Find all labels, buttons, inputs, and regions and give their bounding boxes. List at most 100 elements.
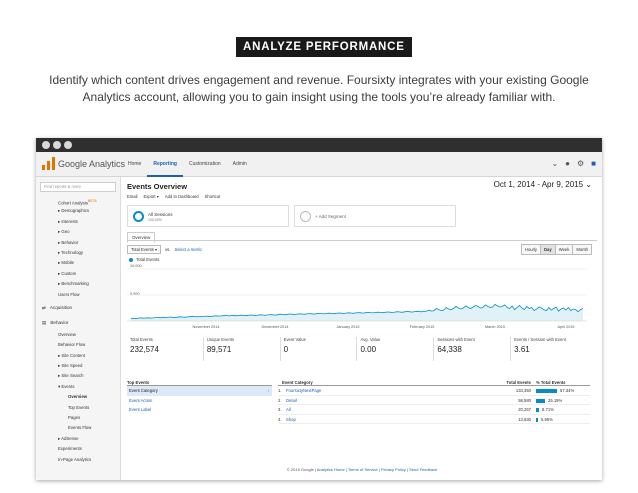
chevron-down-icon[interactable]: ⌄ (551, 159, 559, 168)
sidebar-item[interactable]: ▸ AdSense (36, 434, 120, 444)
footer-link-privacy[interactable]: Privacy Policy (380, 467, 406, 472)
nav-customization[interactable]: Customization (188, 161, 221, 167)
metric-select[interactable]: Total Events ▾ (127, 245, 162, 254)
table-row[interactable]: 4. Shop 13,830 5.95% (278, 415, 590, 424)
sidebar-item[interactable]: ▸ Geo (36, 227, 120, 237)
stat-unique-events[interactable]: Unique Events 89,571 (202, 337, 280, 361)
gear-icon[interactable]: ⚙ (576, 159, 585, 168)
nav-admin[interactable]: Admin (232, 161, 247, 167)
table-row[interactable]: 1. FoursixtyNextPage 133,350 57.34% (278, 386, 590, 396)
sidebar-item[interactable]: Overview (36, 392, 120, 402)
ga-logo[interactable]: Google Analytics (42, 157, 125, 170)
sidebar-item[interactable]: ▸ Site Speed (36, 361, 120, 371)
account-icon[interactable]: ■ (591, 159, 596, 168)
footer-link-analytics-home[interactable]: Analytics Home (316, 467, 345, 472)
sidebar-item[interactable]: In-Page Analytics (36, 455, 120, 465)
event-category-link[interactable]: All (286, 407, 291, 412)
sidebar-item-label: Behavior Flow (58, 342, 86, 348)
sidebar-item-label: ▸ Technology (58, 249, 84, 255)
row-number: 1. (278, 388, 282, 393)
granularity-toggle: Hourly Day Week Month (520, 244, 592, 255)
sidebar-item[interactable]: Behavior Flow (36, 340, 120, 350)
event-category-link[interactable]: Shop (286, 416, 296, 422)
stat-event-value[interactable]: Event Value 0 (279, 337, 357, 361)
sidebar-item[interactable]: Events Flow (36, 423, 120, 433)
add-segment-button[interactable]: + Add Segment (294, 205, 456, 227)
stat-label: Total Events (130, 337, 153, 342)
top-events-row-action[interactable]: Event Action (129, 397, 153, 403)
sidebar-item[interactable]: ▸ Interests (36, 217, 120, 227)
sidebar-section-label: Behavior (50, 319, 69, 325)
x-tick-label: April 2015 (557, 325, 575, 329)
report-search-input[interactable]: Find reports & more (40, 182, 116, 192)
stat-avg-value[interactable]: Avg. Value 0.00 (356, 337, 433, 361)
window-zoom-dot[interactable] (64, 141, 72, 149)
event-category-link[interactable]: FoursixtyNextPage (286, 388, 322, 393)
sidebar-item[interactable]: ▸ Behavior (36, 238, 120, 248)
logo-text: Google Analytics (58, 158, 126, 169)
date-range-picker[interactable]: Oct 1, 2014 - Apr 9, 2015 ⌄ (494, 180, 592, 189)
percent-bar (536, 408, 539, 412)
sidebar-item-behavior[interactable]: ▤ Behavior (36, 315, 120, 330)
sidebar-item[interactable]: Users Flow (36, 290, 120, 300)
percent-bar (536, 398, 545, 403)
sidebar-item[interactable]: ▾ Events (36, 382, 120, 392)
event-category-link[interactable]: Detail (286, 397, 297, 403)
event-table-header: Event Category Total Events % Total Even… (278, 379, 590, 386)
sidebar-item-acquisition[interactable]: ⇄ Acquisition (36, 300, 120, 315)
y-tick-label: 10,000 (130, 264, 142, 268)
sidebar-item[interactable]: ▸ Mobile (36, 258, 120, 268)
metric-selector-row: Total Events ▾ vs. Select a metric (127, 245, 202, 254)
granularity-week[interactable]: Week (554, 244, 574, 255)
sidebar-item-label: Experiments (58, 446, 82, 452)
events-line-chart[interactable] (127, 267, 587, 323)
top-events-row-category[interactable]: Event Category › (127, 386, 272, 396)
sidebar-item[interactable]: ▸ Custom (36, 269, 120, 279)
window-close-dot[interactable] (42, 141, 50, 149)
bell-icon[interactable]: ● (565, 159, 570, 168)
sidebar-item[interactable]: Experiments (36, 444, 120, 454)
top-events-row-label[interactable]: Event Label (129, 407, 152, 412)
sidebar-item[interactable]: ▸ Technology (36, 248, 120, 258)
sidebar-item[interactable]: Pages (36, 413, 120, 423)
tab-overview[interactable]: Overview (127, 232, 156, 243)
row-number: 2. (278, 397, 282, 403)
sidebar-item-label: Overview (58, 331, 76, 337)
sidebar-item-label: ▸ Interests (58, 218, 78, 224)
page-title: Events Overview (127, 182, 188, 191)
chart-legend: Total Events (129, 257, 159, 262)
shortcut-button[interactable]: Shortcut (204, 194, 221, 199)
sidebar-item[interactable]: Cohort AnalysisBETA (36, 196, 120, 206)
footer-link-feedback[interactable]: Send Feedback (409, 467, 438, 472)
y-tick-label: 5,000 (130, 292, 140, 296)
sidebar-section-label: Acquisition (49, 304, 73, 310)
granularity-hourly[interactable]: Hourly (520, 244, 542, 255)
nav-home[interactable]: Home (128, 161, 142, 167)
granularity-month[interactable]: Month (572, 244, 592, 255)
export-button[interactable]: Export ▾ (143, 194, 159, 199)
table-row[interactable]: 3. All 20,267 8.71% (278, 405, 590, 415)
table-row[interactable]: 2. Detail 58,580 25.19% (278, 396, 590, 405)
email-button[interactable]: Email (127, 194, 138, 199)
footer-link-terms[interactable]: Terms of Service (347, 467, 378, 472)
acquisition-icon: ⇄ (42, 304, 46, 310)
granularity-day[interactable]: Day (540, 244, 556, 255)
sidebar-item[interactable]: Top Events (36, 403, 120, 413)
stat-total-events[interactable]: Total Events 232,574 (127, 337, 203, 361)
series-line-total-events[interactable] (130, 303, 584, 319)
stat-events-per-session[interactable]: Events / Session with Event 3.61 (510, 337, 587, 361)
row-number: 3. (278, 407, 282, 412)
sidebar-item[interactable]: Overview (36, 330, 120, 340)
select-metric-link[interactable]: Select a metric (174, 247, 203, 252)
page-footer: © 2015 Google | Analytics Home | Terms o… (286, 467, 438, 472)
sidebar-item[interactable]: ▸ Site Search (36, 371, 120, 381)
sidebar-item[interactable]: ▸ Demographics (36, 206, 120, 216)
sidebar-item[interactable]: ▸ Site Content (36, 351, 120, 361)
add-to-dashboard-button[interactable]: Add to Dashboard (164, 194, 199, 199)
segment-all-sessions[interactable]: All Sessions 100.00% (127, 205, 289, 227)
window-titlebar (36, 138, 602, 152)
window-minimize-dot[interactable] (53, 141, 61, 149)
sidebar-item[interactable]: ▸ Benchmarking (36, 279, 120, 289)
stat-sessions-with-event[interactable]: Sessions with Event 64,338 (433, 337, 510, 361)
nav-reporting[interactable]: Reporting (147, 152, 183, 177)
